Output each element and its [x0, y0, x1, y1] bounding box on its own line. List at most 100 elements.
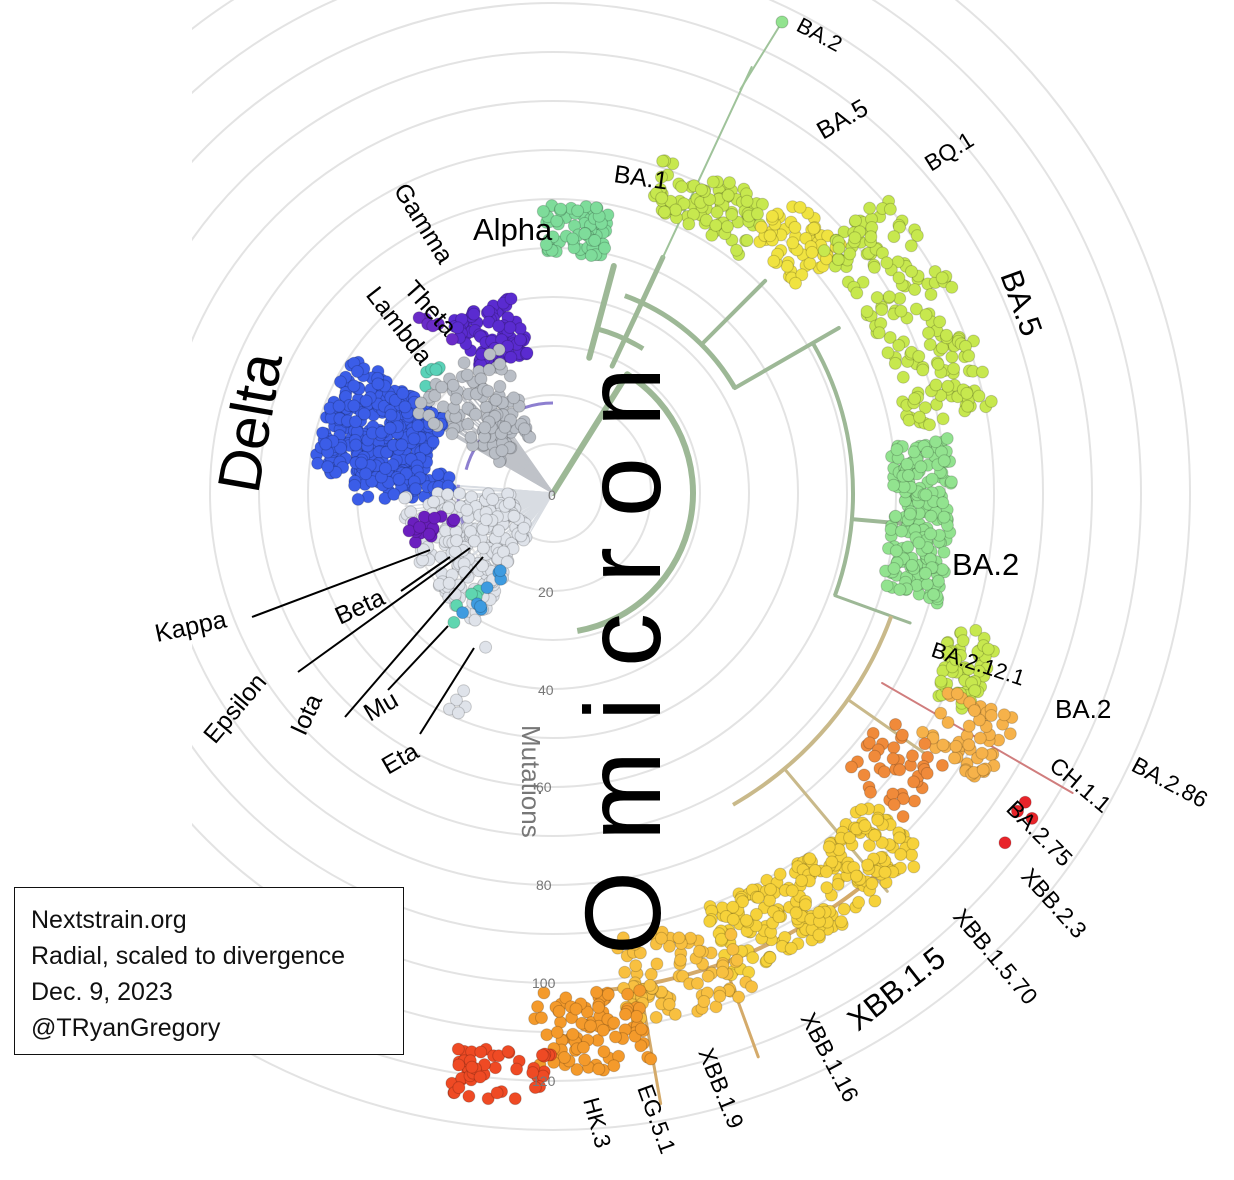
tip-bq1 — [765, 209, 779, 223]
tip-ba1 — [588, 234, 602, 247]
tip-ba5-upper — [720, 220, 734, 234]
tip-ba5-right — [881, 346, 895, 360]
tip-basal-lower — [404, 505, 418, 519]
tip-xbb15 — [855, 803, 868, 816]
tip-alpha — [504, 292, 518, 306]
tip-ba5-right — [941, 379, 955, 393]
tip-alpha — [451, 321, 465, 335]
tip-eg51 — [569, 1002, 583, 1016]
tip-eg51 — [570, 1063, 584, 1076]
tip-eg51 — [621, 987, 635, 1001]
tip-xbb15 — [906, 837, 920, 851]
tip-basal-lower — [517, 521, 531, 535]
tip-ba2-outlier — [775, 15, 789, 29]
tip-basal-upper — [414, 396, 428, 410]
tip-delta — [383, 421, 397, 435]
tip-ba5-right — [849, 214, 862, 228]
tip-xbb116 — [724, 928, 738, 941]
tip-ba2-mid — [907, 445, 921, 459]
tip-xbb15 — [784, 941, 798, 955]
tip-hk3 — [451, 1042, 465, 1056]
tip-ba5-right — [960, 386, 974, 400]
tip-xbb15 — [726, 912, 740, 926]
tip-ba5-right — [848, 231, 862, 245]
tip-basal-lower — [398, 491, 412, 505]
basal-branch — [529, 492, 554, 534]
tip-hk3 — [535, 1048, 549, 1062]
tip-ba275 — [962, 738, 976, 752]
label-kappa: Kappa — [152, 605, 229, 647]
basal-branch — [502, 428, 554, 494]
tip-ba5-right — [904, 239, 918, 253]
tip-ba2-mid — [929, 435, 943, 449]
tip-basal-upper — [427, 417, 441, 431]
tip-xbb15 — [878, 865, 892, 879]
tip-ba2-mid — [944, 475, 958, 489]
tip-hk3 — [508, 1092, 522, 1106]
tip-delta — [359, 394, 373, 408]
tip-ba5-right — [972, 389, 986, 403]
tip-ba5-right — [929, 378, 943, 392]
label-ba286: BA.2.86 — [1128, 751, 1212, 812]
tip-delta — [388, 393, 402, 407]
tip-ba5-right — [940, 328, 953, 342]
label-ba5-right: BA.5 — [993, 265, 1049, 340]
tip-xbb15 — [772, 910, 786, 924]
tip-xbb23 — [868, 749, 882, 763]
tip-xbb116 — [611, 941, 625, 955]
tip-xbb23 — [877, 765, 891, 779]
label-bq1: BQ.1 — [920, 126, 978, 176]
tip-ch11 — [968, 684, 982, 698]
tip-alpha — [467, 307, 481, 321]
tip-ba5-upper — [656, 154, 670, 168]
tip-ba5-upper — [721, 188, 735, 202]
tip-ch11 — [934, 674, 948, 688]
tip-ba5-right — [935, 341, 949, 355]
tip-ba5-right — [872, 326, 886, 340]
tip-eg51 — [580, 1005, 594, 1019]
tip-delta — [319, 437, 333, 451]
tip-ba5-upper — [740, 233, 754, 247]
tip-bq1 — [754, 220, 768, 234]
tip-ba2-mid — [914, 460, 928, 474]
tip-ba1 — [571, 204, 585, 218]
tip-ba5-right — [931, 357, 945, 371]
tip-xbb15 — [751, 891, 765, 904]
tip-xbb15 — [785, 884, 799, 898]
tip-eg51 — [566, 1027, 580, 1041]
tip-delta-low — [348, 478, 362, 492]
label-xbb1570: XBB.1.5.70 — [948, 904, 1043, 1010]
tip-ba5-right — [908, 392, 922, 406]
tip-eg51 — [607, 1016, 621, 1030]
tree-branch — [609, 254, 666, 369]
tip-delta — [371, 377, 385, 391]
tip-ba5-right — [887, 230, 901, 244]
tip-ba5-right — [961, 399, 975, 413]
tip-ba5-right — [918, 401, 932, 415]
tip-ba5-right — [850, 286, 864, 300]
tip-xbb116 — [628, 937, 642, 951]
tip-eg51 — [609, 1030, 622, 1044]
tip-ba5-right — [916, 363, 930, 377]
divergence-ring — [192, 0, 1142, 1082]
tip-ba2-mid — [905, 558, 919, 572]
tip-eg51 — [578, 1053, 592, 1067]
tree-branch-arc — [576, 371, 696, 634]
tip-basal-lower — [476, 541, 490, 555]
tip-xbb116 — [649, 1010, 663, 1024]
tip-xbb15 — [837, 902, 851, 916]
tip-ba5-right — [905, 265, 918, 278]
tip-eg51 — [596, 1023, 610, 1037]
tip-ba2-mid — [919, 488, 933, 502]
tip-ba2-mid — [919, 566, 932, 580]
tip-basal-lower — [452, 487, 466, 500]
tip-ba5-right — [935, 271, 949, 285]
tree-branch — [699, 278, 768, 347]
info-layout: Radial, scaled to divergence — [31, 942, 346, 970]
tip-ba5-right — [908, 283, 922, 296]
tip-delta — [407, 432, 421, 446]
tip-ba5-upper — [730, 243, 743, 257]
tip-alpha — [504, 350, 518, 364]
tip-ba2-mid — [935, 563, 949, 576]
tip-ba2-mid — [912, 536, 926, 550]
